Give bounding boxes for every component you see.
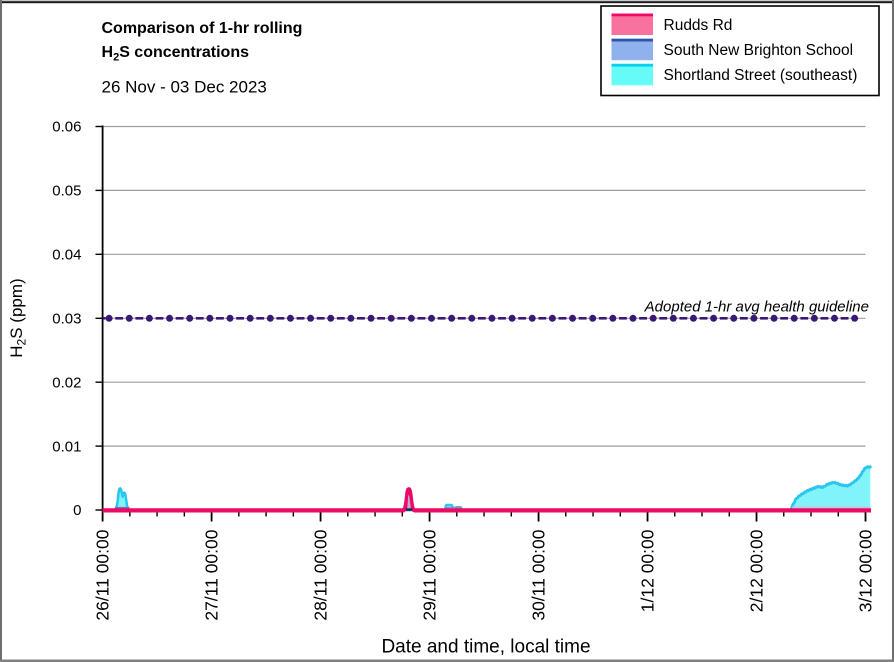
- svg-text:0.04: 0.04: [52, 247, 81, 264]
- svg-text:South New Brighton School: South New Brighton School: [664, 42, 854, 59]
- svg-text:28/11 00:00: 28/11 00:00: [311, 529, 331, 620]
- svg-text:H2S (ppm): H2S (ppm): [7, 278, 29, 357]
- svg-text:0.03: 0.03: [52, 311, 81, 328]
- svg-text:H2S concentrations: H2S concentrations: [102, 44, 250, 64]
- svg-text:2/12 00:00: 2/12 00:00: [747, 529, 767, 612]
- svg-text:0.02: 0.02: [52, 374, 81, 391]
- svg-text:Adopted 1-hr avg health guidel: Adopted 1-hr avg health guideline: [644, 299, 869, 316]
- svg-text:0.05: 0.05: [52, 183, 81, 200]
- svg-text:26/11 00:00: 26/11 00:00: [93, 529, 113, 620]
- svg-text:0.06: 0.06: [52, 119, 81, 136]
- svg-text:Date and time, local time: Date and time, local time: [381, 637, 590, 658]
- svg-text:Shortland Street (southeast): Shortland Street (southeast): [664, 67, 858, 84]
- svg-text:Rudds Rd: Rudds Rd: [664, 17, 733, 34]
- svg-text:1/12 00:00: 1/12 00:00: [638, 529, 658, 612]
- svg-text:0: 0: [73, 502, 81, 519]
- svg-text:26 Nov - 03 Dec 2023: 26 Nov - 03 Dec 2023: [102, 77, 267, 96]
- svg-text:27/11 00:00: 27/11 00:00: [202, 529, 222, 620]
- svg-text:3/12 00:00: 3/12 00:00: [856, 529, 876, 612]
- svg-text:29/11 00:00: 29/11 00:00: [420, 529, 440, 620]
- svg-text:Comparison of 1-hr rolling: Comparison of 1-hr rolling: [102, 20, 303, 37]
- svg-text:0.01: 0.01: [52, 438, 81, 455]
- svg-text:30/11 00:00: 30/11 00:00: [529, 529, 549, 620]
